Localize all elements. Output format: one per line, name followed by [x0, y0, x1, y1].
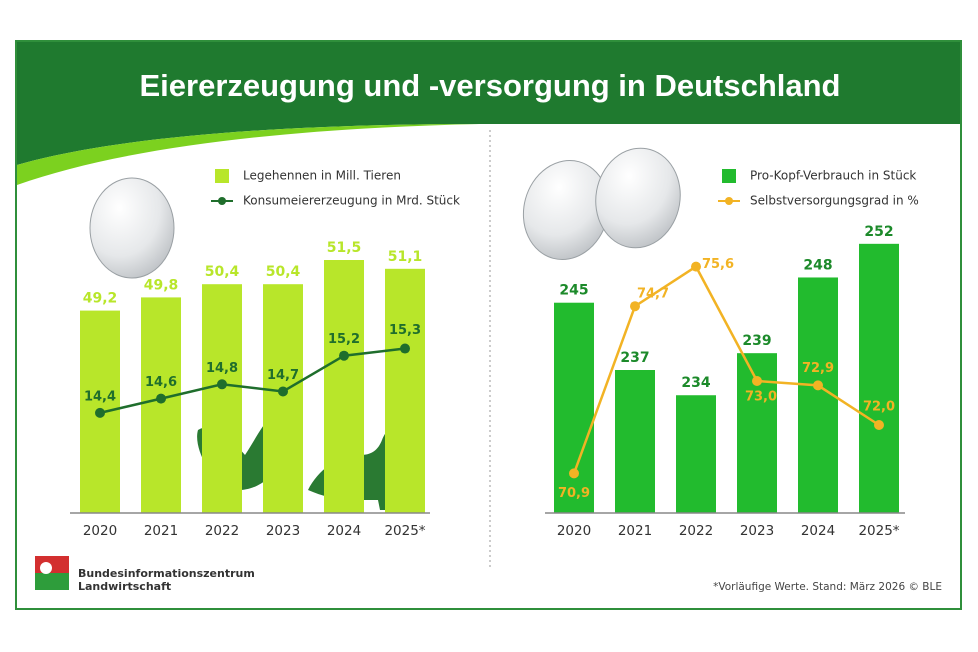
- legend-label: Legehennen in Mill. Tieren: [243, 169, 401, 183]
- legend-label: Selbstversorgungsgrad in %: [750, 194, 919, 208]
- logo-icon: [40, 562, 52, 574]
- line: [99, 347, 406, 415]
- line-value-label: 14,4: [84, 389, 116, 404]
- line: [572, 264, 880, 474]
- line-marker: [813, 380, 823, 391]
- line-marker: [339, 350, 349, 361]
- legend-label: Konsumeiererzeugung in Mrd. Stück: [243, 194, 460, 208]
- x-tick-label: 2022: [679, 523, 713, 539]
- legend-label: Pro-Kopf-Verbrauch in Stück: [750, 169, 916, 183]
- header-band: [17, 42, 960, 165]
- bar-value-label: 248: [803, 257, 832, 273]
- x-tick-label: 2024: [801, 523, 835, 539]
- line-value-label: 74,7: [637, 287, 669, 302]
- bar: [263, 284, 303, 513]
- legend-swatch: [218, 197, 226, 205]
- bar-value-label: 50,4: [205, 264, 240, 280]
- line-value-label: 75,6: [702, 257, 734, 272]
- line-value-label: 72,0: [863, 400, 895, 415]
- line-marker: [630, 301, 640, 312]
- header-swoosh: [17, 124, 480, 185]
- bar-value-label: 51,1: [388, 249, 423, 265]
- egg: [595, 147, 681, 249]
- footnote: *Vorläufige Werte. Stand: März 2026 © BL…: [713, 581, 942, 593]
- bar-value-label: 237: [620, 350, 649, 366]
- line-marker: [874, 420, 884, 430]
- line-value-label: 70,9: [558, 486, 590, 501]
- x-tick-label: 2021: [618, 523, 652, 539]
- bar-value-label: 49,8: [144, 277, 179, 293]
- x-tick-label: 2024: [327, 523, 361, 539]
- bar: [141, 297, 181, 513]
- x-tick-label: 2023: [266, 523, 300, 539]
- line-marker: [278, 386, 288, 397]
- x-tick-label: 2025*: [858, 523, 899, 539]
- legend-swatch: [722, 169, 736, 183]
- bar: [615, 370, 655, 513]
- bar: [859, 243, 899, 513]
- x-tick-label: 2025*: [384, 523, 425, 539]
- bar-value-label: 245: [559, 283, 588, 299]
- line-value-label: 15,3: [389, 323, 421, 338]
- logo-text: Bundesinformationszentrum: [78, 567, 255, 580]
- bar-value-label: 239: [742, 333, 771, 349]
- legend-swatch: [215, 169, 229, 183]
- logo-text: Landwirtschaft: [78, 580, 171, 593]
- bar-value-label: 49,2: [83, 291, 118, 307]
- line-marker: [691, 261, 701, 272]
- bar: [554, 302, 594, 513]
- line-marker: [156, 393, 166, 404]
- line-value-label: 14,8: [206, 361, 238, 376]
- line-value-label: 14,7: [267, 368, 299, 383]
- x-tick-label: 2023: [740, 523, 774, 539]
- bar: [385, 268, 425, 513]
- bar-value-label: 234: [681, 375, 710, 391]
- bar-value-label: 252: [864, 224, 893, 240]
- line-marker: [569, 468, 579, 479]
- line-marker: [400, 343, 410, 354]
- line-marker: [95, 407, 105, 418]
- line-marker: [217, 379, 227, 390]
- bar: [202, 284, 242, 513]
- line-marker: [752, 376, 762, 386]
- title: Eiererzeugung und -versorgung in Deutsch…: [139, 68, 840, 103]
- bar-value-label: 51,5: [327, 240, 362, 256]
- line-value-label: 73,0: [745, 390, 777, 405]
- bar: [324, 260, 364, 513]
- x-tick-label: 2022: [205, 523, 239, 539]
- logo: Bundesinformationszentrum Landwirtschaft: [35, 556, 255, 593]
- line-value-label: 14,6: [145, 375, 177, 390]
- bar-value-label: 50,4: [266, 264, 301, 280]
- egg: [89, 177, 175, 279]
- bar: [676, 395, 716, 513]
- legend-swatch: [725, 197, 733, 205]
- line-value-label: 15,2: [328, 332, 360, 347]
- line-value-label: 72,9: [802, 361, 834, 376]
- x-tick-label: 2021: [144, 523, 178, 539]
- x-tick-label: 2020: [83, 523, 117, 539]
- logo-icon: [35, 573, 69, 590]
- x-tick-label: 2020: [557, 523, 591, 539]
